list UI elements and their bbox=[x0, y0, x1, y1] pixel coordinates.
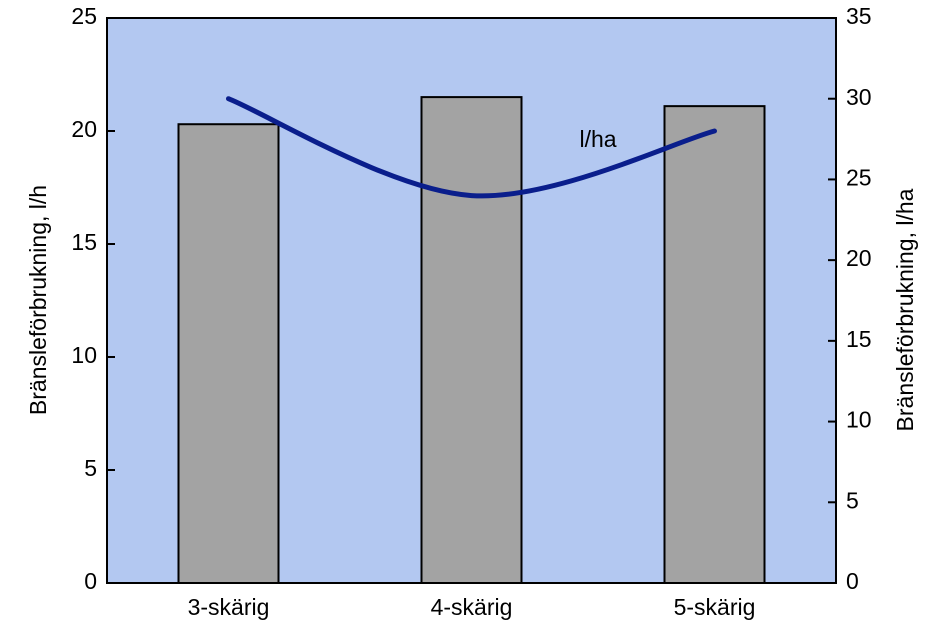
x-tick-label: 4-skärig bbox=[431, 594, 513, 620]
y2-axis-label: Bränsleförbrukning, l/ha bbox=[892, 188, 918, 431]
y2-tick-label: 15 bbox=[846, 326, 872, 352]
y-tick-label: 0 bbox=[84, 568, 97, 594]
x-tick-label: 5-skärig bbox=[674, 594, 756, 620]
bar bbox=[420, 96, 523, 584]
y-tick-label: 20 bbox=[71, 116, 97, 142]
y2-tick-label: 10 bbox=[846, 407, 872, 433]
bar bbox=[177, 123, 280, 584]
x-tick-label: 3-skärig bbox=[188, 594, 270, 620]
y2-tick-label: 30 bbox=[846, 84, 872, 110]
line bbox=[226, 96, 717, 199]
annotation: l/ha bbox=[579, 126, 616, 152]
y2-tick-label: 0 bbox=[846, 568, 859, 594]
y2-tick-label: 20 bbox=[846, 245, 872, 271]
y-tick-label: 15 bbox=[71, 229, 97, 255]
y2-tick-label: 35 bbox=[846, 3, 872, 29]
y-tick-label: 10 bbox=[71, 342, 97, 368]
y2-tick-label: 5 bbox=[846, 487, 859, 513]
y-tick-label: 5 bbox=[84, 455, 97, 481]
y-tick-label: 25 bbox=[71, 3, 97, 29]
y2-tick-label: 25 bbox=[846, 165, 872, 191]
y-axis-label: Bränsleförbrukning, l/h bbox=[25, 185, 51, 415]
bar bbox=[663, 105, 766, 584]
